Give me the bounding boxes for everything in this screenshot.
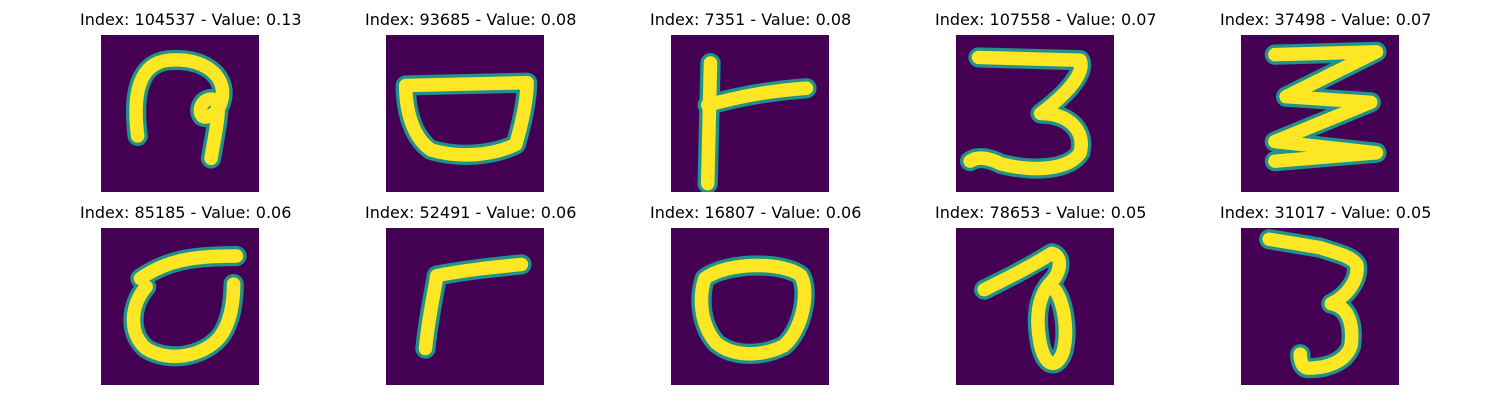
tile-title-4: Index: 107558 - Value: 0.07 (935, 10, 1157, 29)
tile-title-7: Index: 52491 - Value: 0.06 (365, 203, 577, 222)
tile-6: Index: 85185 - Value: 0.06 (80, 203, 292, 385)
tile-title-8: Index: 16807 - Value: 0.06 (650, 203, 862, 222)
tile-2: Index: 93685 - Value: 0.08 (365, 10, 577, 192)
digit-image-3 (671, 35, 829, 192)
tile-title-1: Index: 104537 - Value: 0.13 (80, 10, 302, 29)
digit-image-6 (101, 228, 259, 385)
digit-image-1 (101, 35, 259, 192)
tile-title-10: Index: 31017 - Value: 0.05 (1220, 203, 1432, 222)
tile-title-5: Index: 37498 - Value: 0.07 (1220, 10, 1432, 29)
glyph-2 (395, 72, 538, 165)
glyph-1 (125, 49, 233, 169)
digit-image-7 (386, 228, 544, 385)
tile-1: Index: 104537 - Value: 0.13 (80, 10, 302, 192)
tile-title-6: Index: 85185 - Value: 0.06 (80, 203, 292, 222)
digit-image-4 (956, 35, 1114, 192)
glyph-5 (1264, 41, 1387, 172)
tile-4: Index: 107558 - Value: 0.07 (935, 10, 1157, 192)
digit-image-2 (386, 35, 544, 192)
tile-9: Index: 78653 - Value: 0.05 (935, 203, 1147, 385)
glyph-9 (974, 243, 1076, 374)
tile-title-2: Index: 93685 - Value: 0.08 (365, 10, 577, 29)
glyph-4 (959, 47, 1092, 179)
tile-8: Index: 16807 - Value: 0.06 (650, 203, 862, 385)
glyph-3 (697, 52, 817, 192)
digit-image-10 (1241, 228, 1399, 385)
tile-3: Index: 7351 - Value: 0.08 (650, 10, 852, 192)
glyph-6 (123, 245, 247, 367)
glyph-10 (1259, 229, 1368, 379)
glyph-8 (691, 255, 815, 364)
digit-image-5 (1241, 35, 1399, 192)
tile-title-9: Index: 78653 - Value: 0.05 (935, 203, 1147, 222)
digit-image-9 (956, 228, 1114, 385)
digit-image-8 (671, 228, 829, 385)
tile-7: Index: 52491 - Value: 0.06 (365, 203, 577, 385)
tile-5: Index: 37498 - Value: 0.07 (1220, 10, 1432, 192)
tile-title-3: Index: 7351 - Value: 0.08 (650, 10, 852, 29)
glyph-7 (415, 254, 532, 359)
tile-10: Index: 31017 - Value: 0.05 (1220, 203, 1432, 385)
